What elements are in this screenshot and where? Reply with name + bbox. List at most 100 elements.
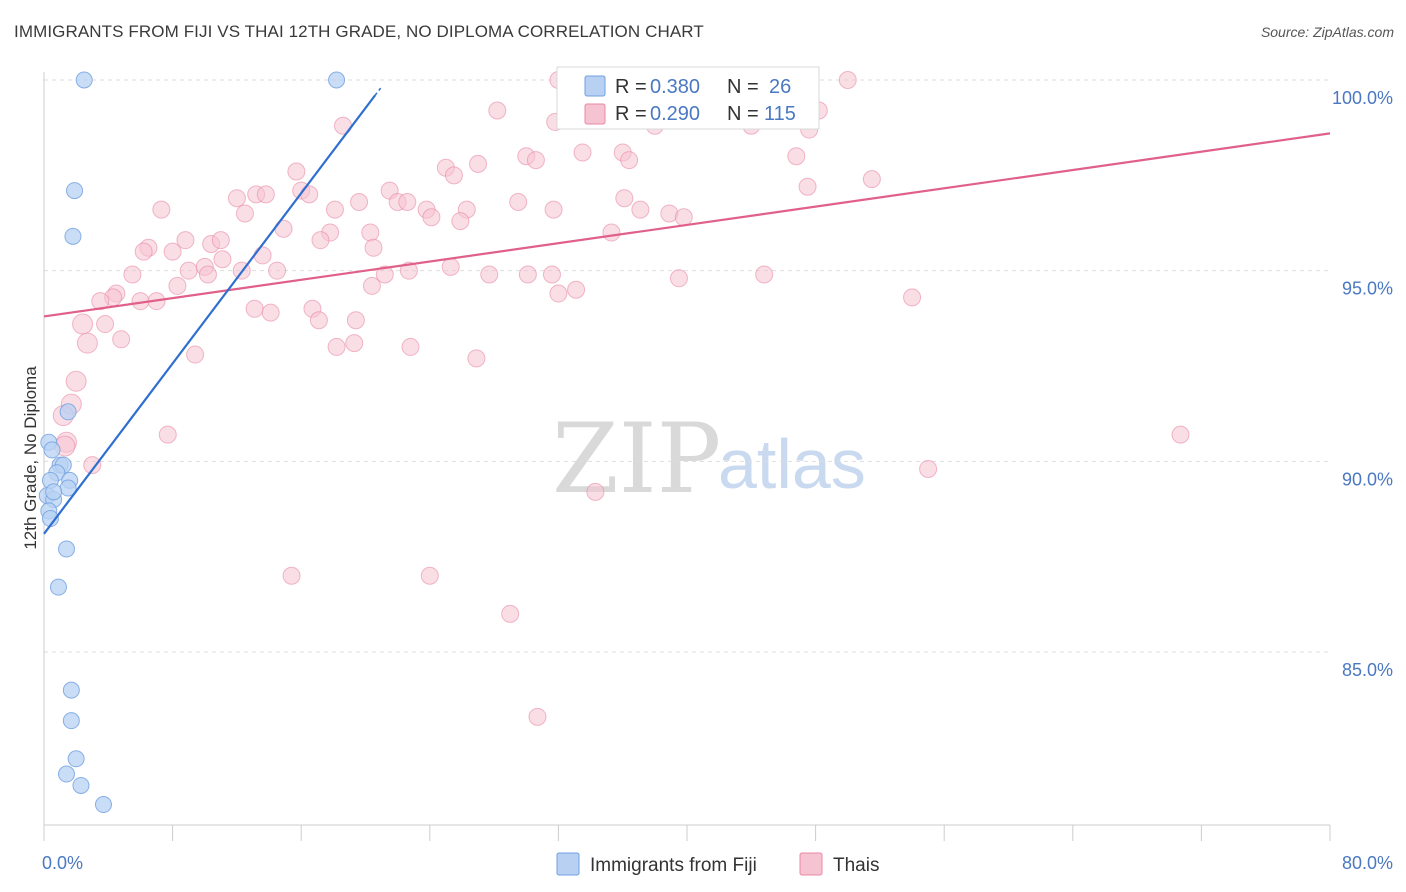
thai-point: [567, 280, 586, 299]
thai-point: [469, 154, 488, 173]
thai-point: [163, 242, 182, 261]
thai-point: [798, 177, 817, 196]
thai-point: [253, 246, 272, 265]
legend-n-value-thai: 115: [764, 103, 796, 125]
thai-point: [787, 147, 806, 166]
trend-lines: [43, 86, 1331, 535]
thai-point: [669, 269, 688, 288]
thai-point: [1171, 425, 1190, 444]
thai-point: [401, 337, 420, 356]
legend-r-value-thai: 0.290: [650, 103, 700, 125]
gridlines: [44, 79, 1330, 653]
fiji-points: [38, 71, 346, 814]
thai-point: [76, 332, 98, 354]
thai-point: [488, 101, 507, 120]
thai-point: [65, 370, 87, 392]
series-legend-swatch-fiji: [556, 852, 580, 876]
thai-point: [919, 459, 938, 478]
thai-point: [227, 189, 246, 208]
fiji-trend-extension: [374, 86, 383, 96]
thai-point: [213, 250, 232, 269]
thai-point: [602, 223, 621, 242]
y-tick-label: 100.0%: [1332, 88, 1393, 108]
stats-legend: R = 0.380 N = 26 R = 0.290 N = 115: [556, 66, 820, 130]
thai-point: [325, 200, 344, 219]
thai-point: [134, 242, 153, 261]
thai-trend-line: [43, 132, 1331, 318]
thai-point: [573, 143, 592, 162]
thai-point: [364, 238, 383, 257]
thai-point: [544, 200, 563, 219]
thai-point: [245, 299, 264, 318]
fiji-point: [45, 483, 63, 501]
thai-point: [261, 303, 280, 322]
legend-swatch-fiji: [584, 75, 606, 97]
thai-point: [91, 292, 110, 311]
thai-point: [674, 208, 693, 227]
thai-point: [311, 231, 330, 250]
series-legend-swatch-thai: [799, 852, 823, 876]
thai-point: [501, 604, 520, 623]
fiji-point: [62, 712, 80, 730]
series-legend: Immigrants from Fiji Thais: [556, 852, 879, 876]
fiji-point: [328, 71, 346, 89]
thai-point: [362, 276, 381, 295]
thai-point: [83, 456, 102, 475]
thai-point: [631, 200, 650, 219]
thai-point: [451, 212, 470, 231]
thai-point: [152, 200, 171, 219]
thai-point: [420, 566, 439, 585]
fiji-point: [43, 441, 61, 459]
watermark: ZIP atlas: [552, 403, 866, 515]
thai-point: [309, 311, 328, 330]
thai-point: [350, 193, 369, 212]
thai-point: [112, 330, 131, 349]
thai-point: [399, 261, 418, 280]
thai-point: [123, 265, 142, 284]
thai-point: [211, 231, 230, 250]
series-legend-label-thai: Thais: [833, 855, 879, 876]
thai-point: [422, 208, 441, 227]
legend-r-label-thai: R =: [615, 103, 647, 125]
thai-point: [198, 265, 217, 284]
thai-point: [235, 204, 254, 223]
thai-point: [398, 193, 417, 212]
fiji-point: [58, 540, 76, 558]
fiji-point: [94, 796, 112, 814]
thai-point: [345, 334, 364, 353]
thai-point: [441, 257, 460, 276]
thai-point: [361, 223, 380, 242]
thai-point: [755, 265, 774, 284]
thai-point: [327, 337, 346, 356]
thai-point: [375, 265, 394, 284]
thai-point: [256, 185, 275, 204]
thai-point: [444, 166, 463, 185]
thai-point: [72, 313, 94, 335]
thai-point: [526, 151, 545, 170]
thai-point: [168, 276, 187, 295]
thai-point: [282, 566, 301, 585]
thai-point: [518, 265, 537, 284]
chart-title: IMMIGRANTS FROM FIJI VS THAI 12TH GRADE,…: [14, 22, 704, 41]
fiji-point: [58, 765, 76, 783]
thai-point: [480, 265, 499, 284]
fiji-point: [64, 227, 82, 245]
thai-point: [176, 231, 195, 250]
thai-point: [467, 349, 486, 368]
thai-point: [838, 71, 857, 89]
thai-point: [903, 288, 922, 307]
fiji-point: [67, 750, 85, 768]
legend-r-value-fiji: 0.380: [650, 76, 700, 98]
series-legend-label-fiji: Immigrants from Fiji: [590, 855, 757, 876]
thai-point: [158, 425, 177, 444]
fiji-point: [59, 403, 77, 421]
x-tick-label: 80.0%: [1342, 853, 1393, 873]
y-tick-label: 90.0%: [1342, 469, 1393, 489]
thai-point: [268, 261, 287, 280]
thai-point: [586, 482, 605, 501]
legend-r-label-fiji: R =: [615, 76, 647, 98]
y-tick-label: 95.0%: [1342, 279, 1393, 299]
fiji-point: [49, 578, 67, 596]
fiji-point: [66, 182, 84, 200]
